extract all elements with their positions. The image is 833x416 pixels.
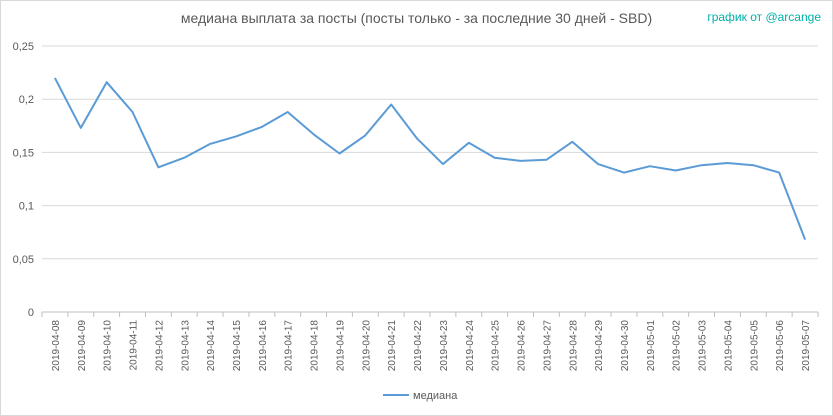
data-point [752,164,754,166]
x-tick-label: 2019-05-07 [801,320,812,372]
data-point [778,172,780,174]
x-tick-label: 2019-05-04 [723,320,734,372]
x-tick-label: 2019-04-08 [51,320,62,372]
x-tick-label: 2019-04-20 [361,320,372,372]
data-point [494,157,496,159]
x-tick-label: 2019-04-19 [335,320,346,372]
series-line-mediana [54,77,807,240]
x-tick-label: 2019-05-03 [698,320,709,372]
x-tick-label: 2019-04-17 [284,320,295,372]
y-tick-label: 0,25 [13,41,34,53]
x-tick-label: 2019-04-16 [258,320,269,372]
data-point [571,141,573,143]
y-tick-label: 0,15 [13,147,34,159]
x-tick-label: 2019-04-18 [310,320,321,372]
data-point [390,104,392,106]
y-tick-label: 0,1 [19,201,34,213]
data-point [675,169,677,171]
data-point [520,160,522,162]
data-point [701,164,703,166]
y-tick-label: 0,2 [19,94,34,106]
x-tick-label: 2019-04-24 [465,320,476,372]
data-point [287,111,289,113]
data-point [545,159,547,161]
x-tick-label: 2019-04-26 [517,320,528,372]
data-point [209,143,211,145]
x-tick-label: 2019-04-11 [129,320,140,371]
x-tick-label: 2019-04-21 [387,320,398,372]
data-point [313,133,315,135]
data-point [132,111,134,113]
legend: медиана [383,390,458,402]
x-tick-label: 2019-04-28 [568,320,579,372]
data-point [54,77,56,79]
data-point [804,239,806,241]
x-tick-label: 2019-04-25 [491,320,502,372]
x-tick-label: 2019-04-13 [180,320,191,372]
y-tick-label: 0 [28,307,34,319]
x-tick-label: 2019-04-30 [620,320,631,372]
x-tick-label: 2019-04-15 [232,320,243,372]
data-point [364,134,366,136]
series-layer [54,77,807,241]
x-tick-label: 2019-04-09 [77,320,88,372]
x-tick-label: 2019-05-06 [775,320,786,372]
data-point [468,142,470,144]
x-tick-label: 2019-05-05 [749,320,760,372]
data-point [442,163,444,165]
data-point [183,157,185,159]
x-tick-label: 2019-04-23 [439,320,450,372]
x-tick-label: 2019-04-22 [413,320,424,372]
x-tick-label: 2019-05-02 [672,320,683,372]
x-tick-label: 2019-04-29 [594,320,605,372]
data-point [597,163,599,165]
chart-credit: график от @arcange [707,10,821,24]
data-point [261,126,263,128]
data-point [649,165,651,167]
x-tick-label: 2019-05-01 [646,320,657,372]
chart-title: медиана выплата за посты (посты только -… [180,10,653,26]
data-point [106,81,108,83]
data-point [235,135,237,137]
data-point [80,127,82,129]
data-point [338,152,340,154]
legend-label: медиана [413,390,458,402]
data-point [157,166,159,168]
grid-lines [42,45,818,313]
x-axis: 2019-04-08 2019-04-09 2019-04-10 2019-04-11… [41,312,819,372]
data-point [416,138,418,140]
x-tick-label: 2019-04-27 [542,320,553,372]
data-point [623,172,625,174]
x-tick-label: 2019-04-14 [206,320,217,372]
y-axis: 0 0,05 0,1 0,15 0,2 0,25 [13,41,34,319]
x-tick-label: 2019-04-10 [103,320,114,372]
x-tick-label: 2019-04-12 [154,320,165,372]
data-point [726,162,728,164]
y-tick-label: 0,05 [13,254,34,266]
